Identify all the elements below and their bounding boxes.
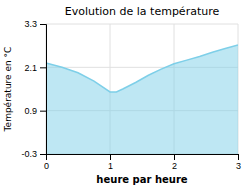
x-tick-label: 0 bbox=[44, 161, 49, 171]
y-tick: 3.3 bbox=[24, 19, 46, 29]
y-tick-mark bbox=[40, 24, 46, 25]
plot-area bbox=[46, 45, 238, 154]
y-tick-label: 2.1 bbox=[24, 63, 37, 73]
y-axis-title: Température en °C bbox=[3, 47, 13, 133]
y-axis: -0.3 0.9 2.1 3.3 bbox=[21, 19, 46, 159]
y-tick-label: 0.9 bbox=[24, 106, 37, 116]
x-tick: 3 bbox=[236, 154, 241, 171]
x-tick: 0 bbox=[44, 154, 49, 171]
x-axis: 0 1 2 3 bbox=[44, 154, 241, 171]
y-axis-line bbox=[40, 25, 47, 155]
y-tick-mark bbox=[40, 154, 46, 155]
chart: 0 1 2 3 -0.3 0.9 2.1 3.3 Evolution de la tempéra… bbox=[0, 0, 250, 188]
x-tick-label: 3 bbox=[236, 161, 241, 171]
grid bbox=[46, 24, 238, 154]
y-tick-label: 3.3 bbox=[24, 19, 37, 29]
y-tick-mark bbox=[40, 67, 46, 68]
x-tick: 1 bbox=[108, 154, 113, 171]
area bbox=[46, 45, 238, 154]
x-axis-line bbox=[47, 155, 239, 161]
y-grid-line bbox=[46, 24, 238, 25]
y-tick-label: -0.3 bbox=[21, 149, 37, 159]
title: Evolution de la température bbox=[65, 5, 220, 18]
x-tick: 2 bbox=[172, 154, 177, 171]
y-tick: 0.9 bbox=[24, 106, 46, 116]
x-axis-title: heure par heure bbox=[96, 174, 187, 185]
x-tick-mark bbox=[110, 154, 111, 160]
x-tick-label: 1 bbox=[108, 161, 113, 171]
line bbox=[46, 45, 238, 92]
y-tick: 2.1 bbox=[24, 63, 46, 73]
y-tick-mark bbox=[40, 111, 46, 112]
x-tick-label: 2 bbox=[172, 161, 177, 171]
y-tick: -0.3 bbox=[21, 149, 46, 159]
x-tick-mark bbox=[238, 154, 239, 160]
x-tick-mark bbox=[174, 154, 175, 160]
